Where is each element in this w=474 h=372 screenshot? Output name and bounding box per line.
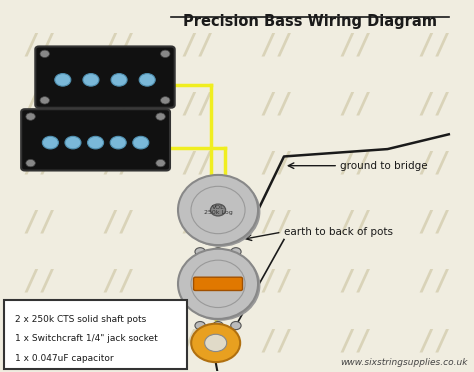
FancyBboxPatch shape [35, 46, 175, 108]
Text: //: // [101, 32, 135, 60]
Text: 1 x Switchcraft 1/4" jack socket: 1 x Switchcraft 1/4" jack socket [15, 334, 157, 343]
Ellipse shape [180, 251, 260, 321]
Text: //: // [260, 91, 293, 119]
Text: www.sixstringsupplies.co.uk: www.sixstringsupplies.co.uk [340, 358, 468, 367]
Circle shape [40, 97, 49, 104]
Text: //: // [418, 150, 451, 178]
Text: //: // [339, 209, 372, 237]
Text: //: // [418, 268, 451, 296]
Ellipse shape [178, 175, 258, 245]
Text: //: // [181, 150, 214, 178]
Text: ground to bridge: ground to bridge [340, 161, 428, 171]
Text: //: // [101, 91, 135, 119]
Text: //: // [181, 268, 214, 296]
Circle shape [161, 50, 170, 58]
Text: //: // [22, 150, 56, 178]
Circle shape [213, 248, 223, 256]
Ellipse shape [178, 249, 258, 319]
Text: //: // [22, 327, 56, 355]
Text: //: // [22, 268, 56, 296]
Text: //: // [181, 91, 214, 119]
Circle shape [26, 160, 35, 167]
Text: VOL
250k Log: VOL 250k Log [204, 205, 232, 215]
Circle shape [83, 74, 99, 86]
Text: //: // [418, 327, 451, 355]
Circle shape [231, 321, 241, 330]
Circle shape [205, 334, 227, 352]
Circle shape [139, 74, 155, 86]
Circle shape [195, 321, 205, 330]
Circle shape [110, 137, 126, 149]
Circle shape [210, 278, 226, 290]
Text: //: // [181, 327, 214, 355]
Text: //: // [101, 209, 135, 237]
Text: //: // [260, 32, 293, 60]
Text: //: // [101, 268, 135, 296]
Text: earth to back of pots: earth to back of pots [284, 227, 393, 237]
Text: //: // [418, 91, 451, 119]
Text: //: // [101, 150, 135, 178]
Text: //: // [22, 32, 56, 60]
Circle shape [133, 137, 149, 149]
FancyBboxPatch shape [4, 301, 187, 369]
Text: //: // [418, 209, 451, 237]
Circle shape [156, 113, 165, 120]
Circle shape [210, 204, 226, 216]
Text: //: // [260, 150, 293, 178]
FancyBboxPatch shape [193, 277, 243, 291]
Text: TONE
250k Log: TONE 250k Log [204, 279, 232, 289]
Circle shape [111, 74, 127, 86]
Circle shape [213, 321, 223, 330]
Circle shape [195, 248, 205, 256]
Circle shape [161, 97, 170, 104]
Text: //: // [260, 327, 293, 355]
Text: //: // [339, 327, 372, 355]
Text: Precision Bass Wiring Diagram: Precision Bass Wiring Diagram [183, 14, 437, 29]
Circle shape [26, 113, 35, 120]
Text: //: // [181, 32, 214, 60]
Text: //: // [339, 91, 372, 119]
Text: //: // [260, 209, 293, 237]
Text: 2 x 250k CTS solid shaft pots: 2 x 250k CTS solid shaft pots [15, 315, 146, 324]
Circle shape [65, 137, 81, 149]
Ellipse shape [180, 177, 260, 247]
Text: //: // [101, 327, 135, 355]
Text: //: // [418, 32, 451, 60]
Circle shape [88, 137, 104, 149]
Text: //: // [339, 32, 372, 60]
Circle shape [42, 137, 58, 149]
Text: //: // [22, 209, 56, 237]
Circle shape [191, 324, 240, 362]
Circle shape [55, 74, 71, 86]
Circle shape [231, 248, 241, 256]
Text: //: // [339, 268, 372, 296]
FancyBboxPatch shape [21, 109, 170, 170]
Text: //: // [339, 150, 372, 178]
Text: 1 x 0.047uF capacitor: 1 x 0.047uF capacitor [15, 354, 113, 363]
Circle shape [40, 50, 49, 58]
Circle shape [156, 160, 165, 167]
Text: //: // [181, 209, 214, 237]
Text: //: // [22, 91, 56, 119]
Text: //: // [260, 268, 293, 296]
